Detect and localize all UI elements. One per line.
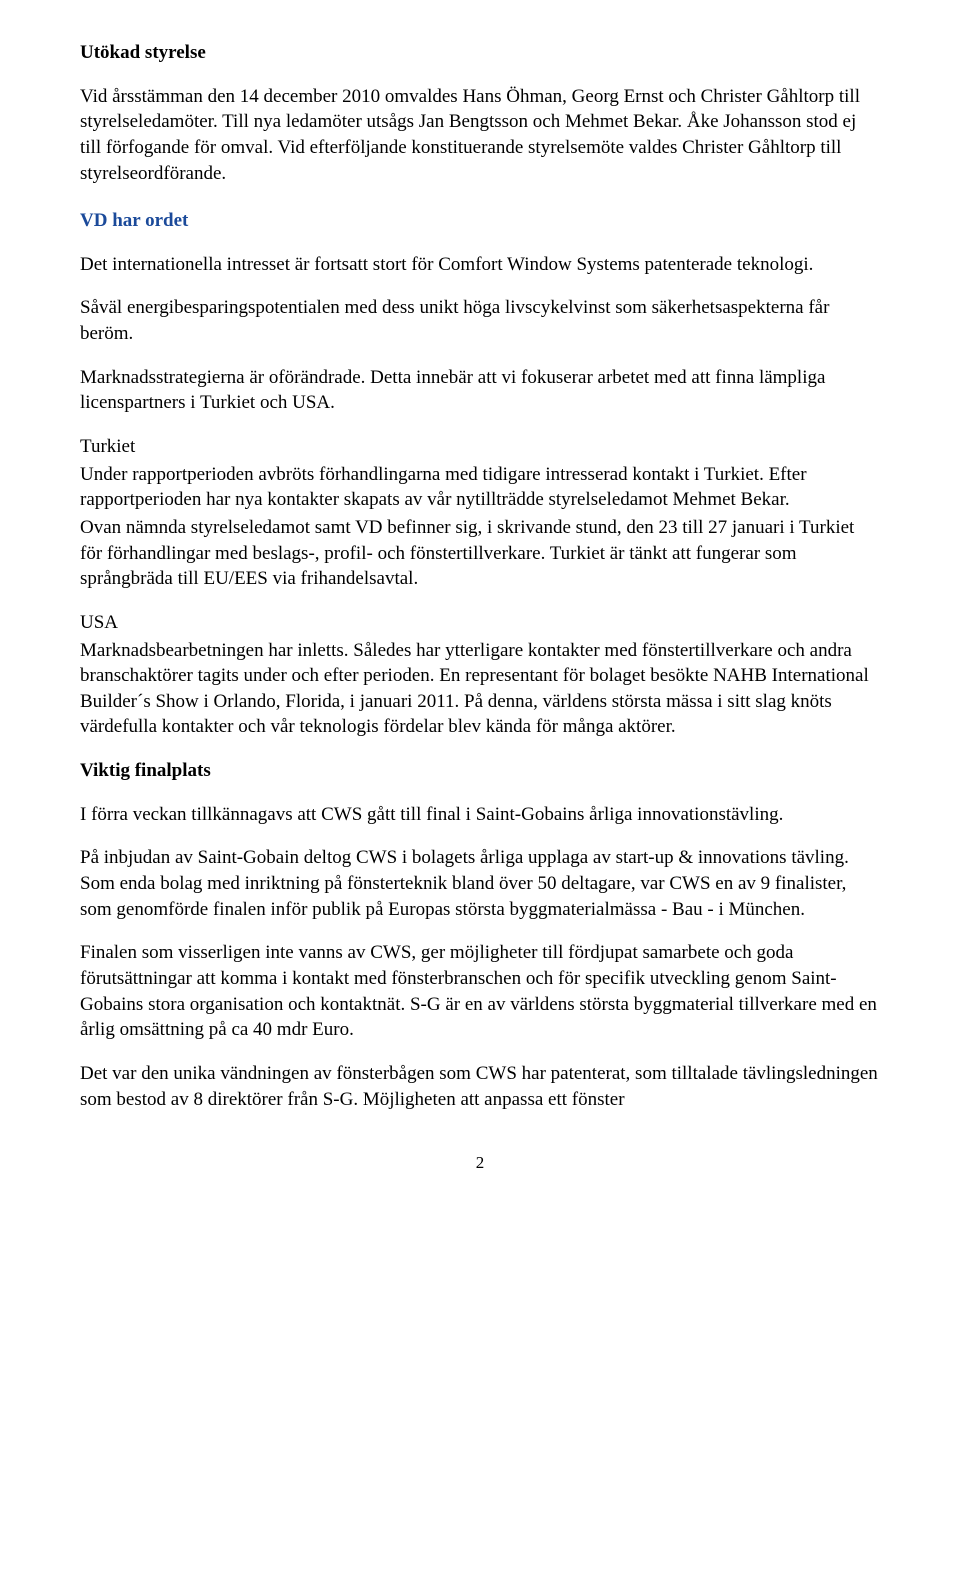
label-turkiet: Turkiet	[80, 434, 880, 460]
paragraph: Såväl energibesparingspotentialen med de…	[80, 295, 880, 346]
paragraph: Finalen som visserligen inte vanns av CW…	[80, 940, 880, 1043]
paragraph: Det var den unika vändningen av fönsterb…	[80, 1061, 880, 1112]
heading-utokad-styrelse: Utökad styrelse	[80, 40, 880, 66]
paragraph: Vid årsstämman den 14 december 2010 omva…	[80, 84, 880, 187]
heading-viktig-finalplats: Viktig finalplats	[80, 758, 880, 784]
page-number: 2	[80, 1152, 880, 1175]
paragraph: Det internationella intresset är fortsat…	[80, 252, 880, 278]
paragraph: På inbjudan av Saint-Gobain deltog CWS i…	[80, 845, 880, 922]
paragraph: Ovan nämnda styrelseledamot samt VD befi…	[80, 515, 880, 592]
document-page: Utökad styrelse Vid årsstämman den 14 de…	[0, 0, 960, 1582]
heading-vd-har-ordet: VD har ordet	[80, 208, 880, 234]
paragraph: Marknadsbearbetningen har inletts. Såled…	[80, 638, 880, 741]
paragraph: I förra veckan tillkännagavs att CWS gåt…	[80, 802, 880, 828]
paragraph: Under rapportperioden avbröts förhandlin…	[80, 462, 880, 513]
paragraph: Marknadsstrategierna är oförändrade. Det…	[80, 365, 880, 416]
label-usa: USA	[80, 610, 880, 636]
